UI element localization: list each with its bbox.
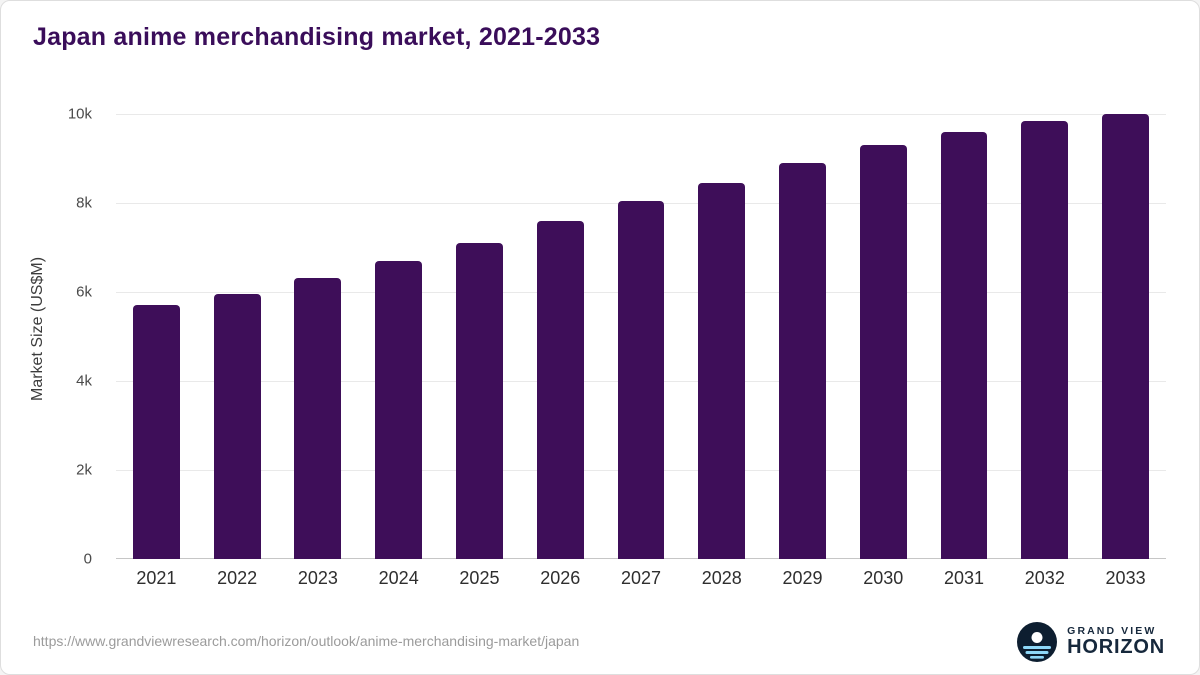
bar-slot-2029 xyxy=(762,114,843,559)
chart-title: Japan anime merchandising market, 2021-2… xyxy=(33,23,601,51)
bar-slot-2026 xyxy=(520,114,601,559)
y-tick-label-10k: 10k xyxy=(67,105,92,123)
bar-2024 xyxy=(375,260,423,559)
brand-logo: GRAND VIEW HORIZON xyxy=(1017,622,1165,662)
bar-slot-2021 xyxy=(116,114,197,559)
x-tick-label-2023: 2023 xyxy=(297,568,338,588)
y-tick-label-2k: 2k xyxy=(76,461,92,479)
bar-2027 xyxy=(617,200,665,559)
bar-2030 xyxy=(859,145,907,559)
bar-2022 xyxy=(213,294,261,559)
bar-2028 xyxy=(698,182,746,559)
bar-2032 xyxy=(1021,120,1069,559)
horizon-logo-icon xyxy=(1017,622,1058,662)
plot-area xyxy=(116,114,1166,559)
source-url: https://www.grandviewresearch.com/horizo… xyxy=(33,633,580,649)
y-tick-label-6k: 6k xyxy=(76,283,92,301)
bar-slot-2030 xyxy=(843,114,924,559)
gridline-10k xyxy=(116,114,1166,115)
x-tick-label-2029: 2029 xyxy=(782,568,823,588)
y-tick-label-8k: 8k xyxy=(76,194,92,212)
bar-2029 xyxy=(779,162,826,559)
brand-name-bottom: HORIZON xyxy=(1067,636,1165,658)
x-axis-labels: 2021 2022 2023 2024 2025 2026 2027 2028 2029 2030… xyxy=(116,568,1166,589)
x-tick-label-2031: 2031 xyxy=(944,568,985,588)
bar-slot-2023 xyxy=(278,114,359,559)
x-tick-label-2021: 2021 xyxy=(136,568,177,588)
x-tick-label-2033: 2033 xyxy=(1105,568,1146,588)
brand-name-top: GRAND VIEW xyxy=(1067,624,1157,637)
x-tick-label-2028: 2028 xyxy=(701,568,742,588)
bar-2023 xyxy=(294,277,342,559)
x-tick-label-2027: 2027 xyxy=(620,568,661,588)
y-tick-label-4k: 4k xyxy=(76,372,92,390)
bar-2033 xyxy=(1102,114,1149,559)
bar-slot-2025 xyxy=(439,114,520,559)
y-tick-label-0: 0 xyxy=(83,550,92,568)
bar-2025 xyxy=(456,243,503,559)
bar-2026 xyxy=(536,220,584,559)
x-tick-label-2030: 2030 xyxy=(863,568,904,588)
brand-logo-text: GRAND VIEW HORIZON xyxy=(1067,624,1165,658)
bar-slot-2033 xyxy=(1085,114,1166,559)
bar-2031 xyxy=(940,131,988,559)
bar-slot-2027 xyxy=(601,114,682,559)
bar-slot-2031 xyxy=(924,114,1005,559)
bar-slot-2024 xyxy=(358,114,439,559)
x-tick-label-2024: 2024 xyxy=(378,568,419,588)
bar-slot-2028 xyxy=(681,114,762,559)
bar-2021 xyxy=(132,305,180,559)
y-axis-ticks: 0 2k 4k 6k 8k 10k xyxy=(1,106,104,568)
bar-slot-2022 xyxy=(197,114,278,559)
x-tick-label-2022: 2022 xyxy=(217,568,258,588)
x-tick-label-2025: 2025 xyxy=(459,568,500,588)
x-tick-label-2032: 2032 xyxy=(1024,568,1065,588)
x-tick-label-2026: 2026 xyxy=(540,568,581,588)
bar-series xyxy=(116,114,1166,559)
bar-slot-2032 xyxy=(1004,114,1085,559)
